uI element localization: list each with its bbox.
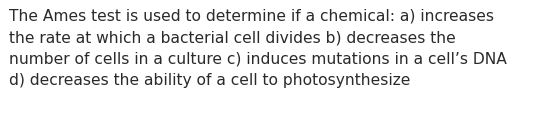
Text: The Ames test is used to determine if a chemical: a) increases
the rate at which: The Ames test is used to determine if a … xyxy=(9,9,507,88)
